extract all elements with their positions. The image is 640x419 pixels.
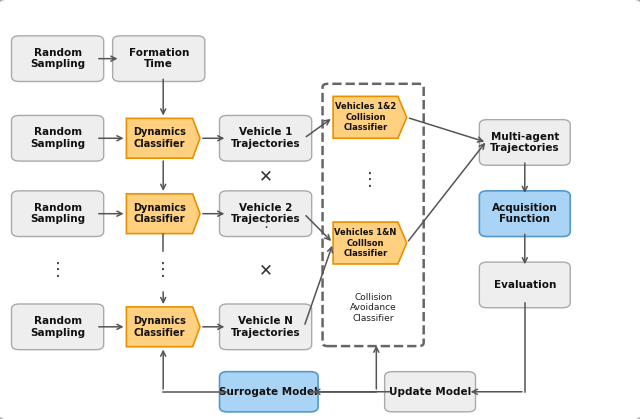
FancyBboxPatch shape <box>479 120 570 165</box>
Text: Random
Sampling: Random Sampling <box>30 316 85 338</box>
Text: Random
Sampling: Random Sampling <box>30 48 85 70</box>
Text: Vehicles 1&2
Collision
Classifier: Vehicles 1&2 Collision Classifier <box>335 102 396 132</box>
FancyBboxPatch shape <box>12 115 104 161</box>
FancyBboxPatch shape <box>220 372 318 412</box>
FancyBboxPatch shape <box>220 304 312 349</box>
Text: Random
Sampling: Random Sampling <box>30 203 85 225</box>
Polygon shape <box>127 307 200 347</box>
FancyBboxPatch shape <box>479 262 570 308</box>
Polygon shape <box>333 96 407 138</box>
Text: Random
Sampling: Random Sampling <box>30 127 85 149</box>
Text: Vehicle N
Trajectories: Vehicle N Trajectories <box>231 316 300 338</box>
FancyBboxPatch shape <box>220 115 312 161</box>
Text: Evaluation: Evaluation <box>493 280 556 290</box>
Text: ⋮: ⋮ <box>49 261 67 279</box>
Text: ✕: ✕ <box>259 261 273 279</box>
Text: Dynamics
Classifier: Dynamics Classifier <box>133 316 186 338</box>
Text: Surrogate Model: Surrogate Model <box>220 387 318 397</box>
FancyBboxPatch shape <box>479 191 570 236</box>
Polygon shape <box>127 194 200 234</box>
Text: ⋮: ⋮ <box>258 215 273 230</box>
Text: Vehicle 2
Trajectories: Vehicle 2 Trajectories <box>231 203 300 225</box>
Text: ⋮: ⋮ <box>361 171 379 189</box>
Text: Dynamics
Classifier: Dynamics Classifier <box>133 203 186 225</box>
Text: Dynamics
Classifier: Dynamics Classifier <box>133 127 186 149</box>
Text: Vehicle 1
Trajectories: Vehicle 1 Trajectories <box>231 127 300 149</box>
Text: Collision
Avoidance
Classifier: Collision Avoidance Classifier <box>349 293 397 323</box>
FancyBboxPatch shape <box>12 36 104 81</box>
FancyBboxPatch shape <box>12 304 104 349</box>
Text: Multi-agent
Trajectories: Multi-agent Trajectories <box>490 132 559 153</box>
Text: Formation
Time: Formation Time <box>129 48 189 70</box>
Text: ⋮: ⋮ <box>154 261 172 279</box>
Text: Update Model: Update Model <box>389 387 471 397</box>
Polygon shape <box>127 118 200 158</box>
FancyBboxPatch shape <box>220 191 312 236</box>
Polygon shape <box>333 222 407 264</box>
Text: Acquisition
Function: Acquisition Function <box>492 203 557 225</box>
FancyBboxPatch shape <box>113 36 205 81</box>
Text: ✕: ✕ <box>259 167 273 185</box>
FancyBboxPatch shape <box>12 191 104 236</box>
Text: Vehicles 1&N
Colllson
Classifier: Vehicles 1&N Colllson Classifier <box>334 228 397 258</box>
FancyBboxPatch shape <box>385 372 476 412</box>
